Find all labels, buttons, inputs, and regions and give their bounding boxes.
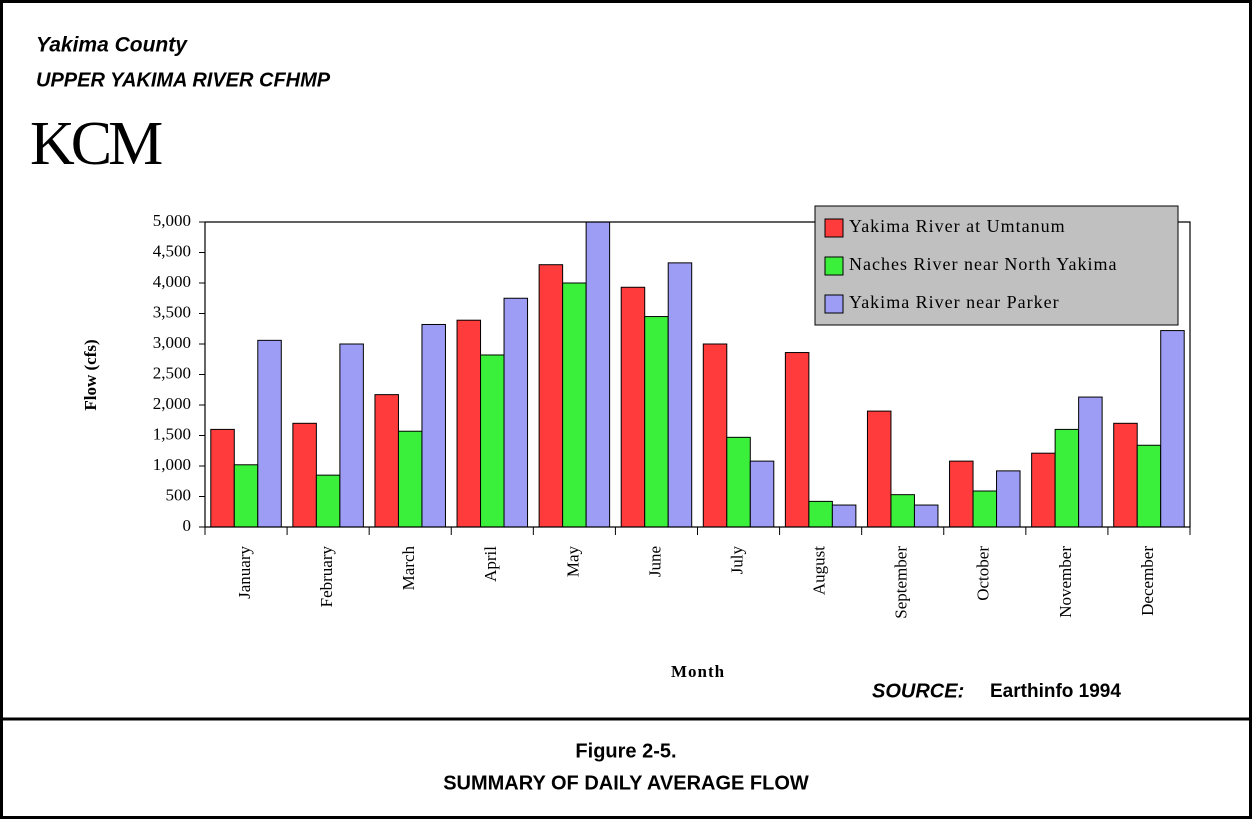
y-tick-label: 1,500 [153, 424, 191, 443]
bar [784, 352, 810, 528]
x-tick-label: March [399, 546, 418, 591]
bar [562, 282, 587, 528]
bar [667, 262, 693, 528]
figure-title: SUMMARY OF DAILY AVERAGE FLOW [443, 772, 809, 794]
bar [866, 410, 892, 528]
bar [480, 354, 505, 528]
bar [315, 474, 341, 528]
bar [1078, 396, 1103, 528]
y-axis-label: Flow (cfs) [81, 339, 100, 410]
bar [374, 394, 399, 528]
bar [1054, 428, 1080, 528]
bar [808, 500, 833, 528]
y-tick-label: 3,000 [153, 333, 191, 352]
bar [421, 323, 446, 528]
x-tick-label: February [317, 546, 336, 608]
bar [1160, 330, 1185, 528]
bar [257, 339, 282, 528]
x-tick-label: November [1056, 546, 1075, 618]
figure-number: Figure 2-5. [575, 740, 676, 762]
bar [292, 422, 317, 528]
legend-box [814, 205, 1179, 326]
y-tick-label: 2,500 [153, 363, 191, 382]
legend-label: Naches River near North Yakima [849, 254, 1117, 274]
x-tick-label: August [810, 546, 829, 595]
y-tick-label: 1,000 [153, 455, 191, 474]
legend-swatch [824, 294, 844, 314]
bar [702, 343, 728, 528]
legend-swatch [824, 256, 844, 276]
x-tick-label: July [727, 546, 746, 575]
x-tick-label: June [645, 546, 664, 577]
bar [890, 494, 915, 528]
bar [831, 504, 857, 528]
x-axis-label: Month [671, 662, 725, 681]
bar [339, 343, 364, 528]
bar [726, 436, 751, 528]
bar [503, 297, 529, 528]
bar [210, 428, 235, 528]
x-tick-label: September [892, 546, 911, 619]
bar [397, 430, 423, 528]
source-label: SOURCE: [872, 680, 964, 702]
legend-label: Yakima River at Umtanum [849, 216, 1066, 236]
x-tick-label: April [481, 546, 500, 582]
y-tick-label: 4,000 [153, 272, 191, 291]
project: UPPER YAKIMA RIVER CFHMP [36, 69, 331, 91]
bar [538, 264, 564, 528]
logo: KCM [30, 110, 162, 178]
county: Yakima County [36, 34, 188, 57]
bar [913, 504, 939, 528]
x-tick-label: May [563, 546, 582, 578]
y-tick-label: 4,500 [153, 241, 191, 260]
bar [1136, 444, 1162, 528]
x-tick-label: October [974, 546, 993, 601]
x-tick-label: January [235, 546, 254, 599]
bar [456, 319, 482, 528]
bar [972, 490, 998, 528]
bar [644, 316, 669, 528]
y-tick-label: 500 [166, 485, 192, 504]
bar [1031, 452, 1056, 528]
bar [233, 464, 259, 528]
bar [620, 286, 646, 528]
bar [949, 460, 974, 528]
y-tick-label: 2,000 [153, 394, 191, 413]
source-text: Earthinfo 1994 [990, 681, 1121, 702]
x-tick-label: December [1138, 546, 1157, 616]
y-tick-label: 5,000 [153, 211, 191, 230]
bar [1113, 422, 1138, 528]
y-tick-label: 0 [183, 516, 192, 535]
bar [585, 221, 611, 528]
bar [749, 460, 775, 528]
legend-label: Yakima River near Parker [849, 292, 1060, 312]
legend-swatch [824, 218, 844, 238]
bar [996, 470, 1021, 528]
y-tick-label: 3,500 [153, 302, 191, 321]
